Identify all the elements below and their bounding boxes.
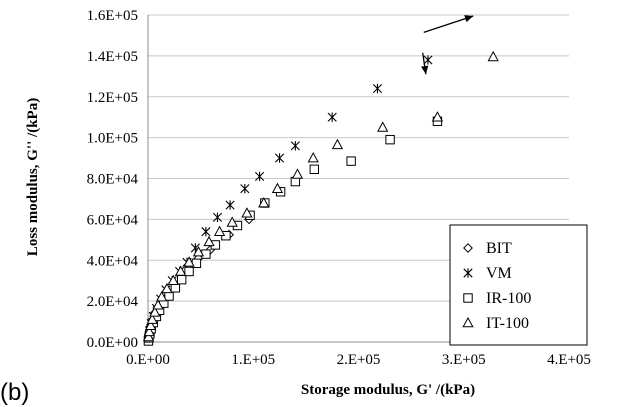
data-points bbox=[142, 50, 499, 346]
data-point-it-100 bbox=[213, 225, 226, 236]
data-point-vm bbox=[240, 184, 250, 194]
data-point-it-100 bbox=[192, 246, 205, 257]
y-tick-label: 0.0E+00 bbox=[87, 335, 138, 351]
data-point-it-100 bbox=[174, 265, 187, 276]
data-point-vm bbox=[225, 200, 235, 210]
data-point-ir-100 bbox=[385, 134, 395, 145]
data-point-it-100 bbox=[183, 256, 195, 267]
annotation-arrow-head bbox=[464, 15, 474, 23]
data-point-it-100 bbox=[161, 282, 173, 294]
data-point-it-100 bbox=[291, 168, 304, 179]
legend-label-vm: VM bbox=[486, 265, 512, 282]
legend-items: BIT VM IR-100 IT-100 bbox=[462, 240, 531, 332]
legend-label-it-100: IT-100 bbox=[486, 315, 529, 332]
data-point-vm bbox=[423, 55, 433, 65]
gridlines bbox=[148, 14, 569, 302]
x-tick-label: 4.E+05 bbox=[547, 352, 591, 368]
data-point-ir-100 bbox=[309, 164, 319, 175]
legend-marker-bit bbox=[463, 243, 473, 253]
y-tick-label: 6.0E+04 bbox=[87, 212, 139, 228]
data-point-it-100 bbox=[156, 290, 168, 302]
data-point-vm bbox=[290, 141, 300, 151]
y-tick-labels: 0.0E+00 2.0E+04 4.0E+04 6.0E+04 8.0E+04 1.0E+… bbox=[87, 8, 139, 351]
data-point-vm bbox=[212, 212, 223, 223]
x-tick-labels: 0.E+00 1.E+05 2.E+05 3.E+05 4.E+05 bbox=[126, 352, 591, 368]
legend: BIT VM IR-100 IT-100 bbox=[449, 224, 588, 346]
data-point-it-100 bbox=[149, 306, 161, 317]
data-point-it-100 bbox=[487, 50, 499, 62]
data-point-it-100 bbox=[307, 152, 319, 163]
annotation-arrow-line bbox=[423, 15, 474, 33]
data-point-it-100 bbox=[167, 274, 179, 285]
data-point-it-100 bbox=[271, 182, 284, 194]
y-tick-label: 1.4E+05 bbox=[87, 49, 138, 65]
y-tick-label: 1.0E+05 bbox=[87, 131, 138, 147]
data-point-it-100 bbox=[146, 313, 158, 324]
data-point-vm bbox=[327, 112, 337, 122]
data-point-it-100 bbox=[226, 216, 238, 227]
x-tick-label: 2.E+05 bbox=[337, 352, 381, 368]
data-point-it-100 bbox=[377, 121, 389, 132]
legend-box bbox=[449, 224, 588, 346]
x-tick-label: 1.E+05 bbox=[231, 352, 275, 368]
x-axis-title: Storage modulus, G' /(kPa) bbox=[301, 382, 475, 398]
y-tick-label: 1.6E+05 bbox=[87, 8, 138, 24]
panel-label: (b) bbox=[0, 379, 29, 406]
data-point-it-100 bbox=[258, 196, 270, 208]
y-tick-label: 8.0E+04 bbox=[87, 172, 139, 188]
data-point-it-100 bbox=[142, 330, 155, 342]
data-point-it-100 bbox=[331, 138, 344, 150]
data-point-it-100 bbox=[203, 235, 215, 247]
data-point-it-100 bbox=[144, 319, 157, 330]
data-point-it-100 bbox=[431, 111, 444, 122]
x-tick-label: 3.E+05 bbox=[442, 352, 486, 368]
data-point-ir-100 bbox=[346, 156, 356, 166]
legend-marker-vm bbox=[463, 268, 473, 278]
legend-label-bit: BIT bbox=[486, 240, 512, 257]
y-axis-title: Loss modulus, G'' /(kPa) bbox=[25, 98, 41, 256]
data-point-ir-100 bbox=[184, 266, 194, 277]
legend-marker-ir-100 bbox=[463, 293, 473, 303]
legend-label-ir-100: IR-100 bbox=[486, 290, 531, 307]
data-point-it-100 bbox=[143, 325, 155, 337]
data-point-vm bbox=[274, 153, 285, 163]
y-tick-label: 4.0E+04 bbox=[87, 253, 139, 269]
data-point-vm bbox=[201, 226, 211, 237]
legend-marker-it-100 bbox=[462, 316, 474, 328]
data-point-vm bbox=[372, 83, 383, 94]
data-point-ir-100 bbox=[201, 249, 211, 259]
y-tick-label: 2.0E+04 bbox=[87, 294, 139, 310]
y-tick-label: 1.2E+05 bbox=[87, 90, 138, 106]
annotation-arrow-head bbox=[421, 65, 429, 75]
x-tick-label: 0.E+00 bbox=[126, 352, 170, 368]
data-point-ir-100 bbox=[176, 274, 187, 285]
data-point-it-100 bbox=[152, 299, 164, 310]
data-point-vm bbox=[254, 171, 265, 182]
annotation-arrows bbox=[421, 15, 474, 75]
data-point-it-100 bbox=[241, 207, 253, 218]
